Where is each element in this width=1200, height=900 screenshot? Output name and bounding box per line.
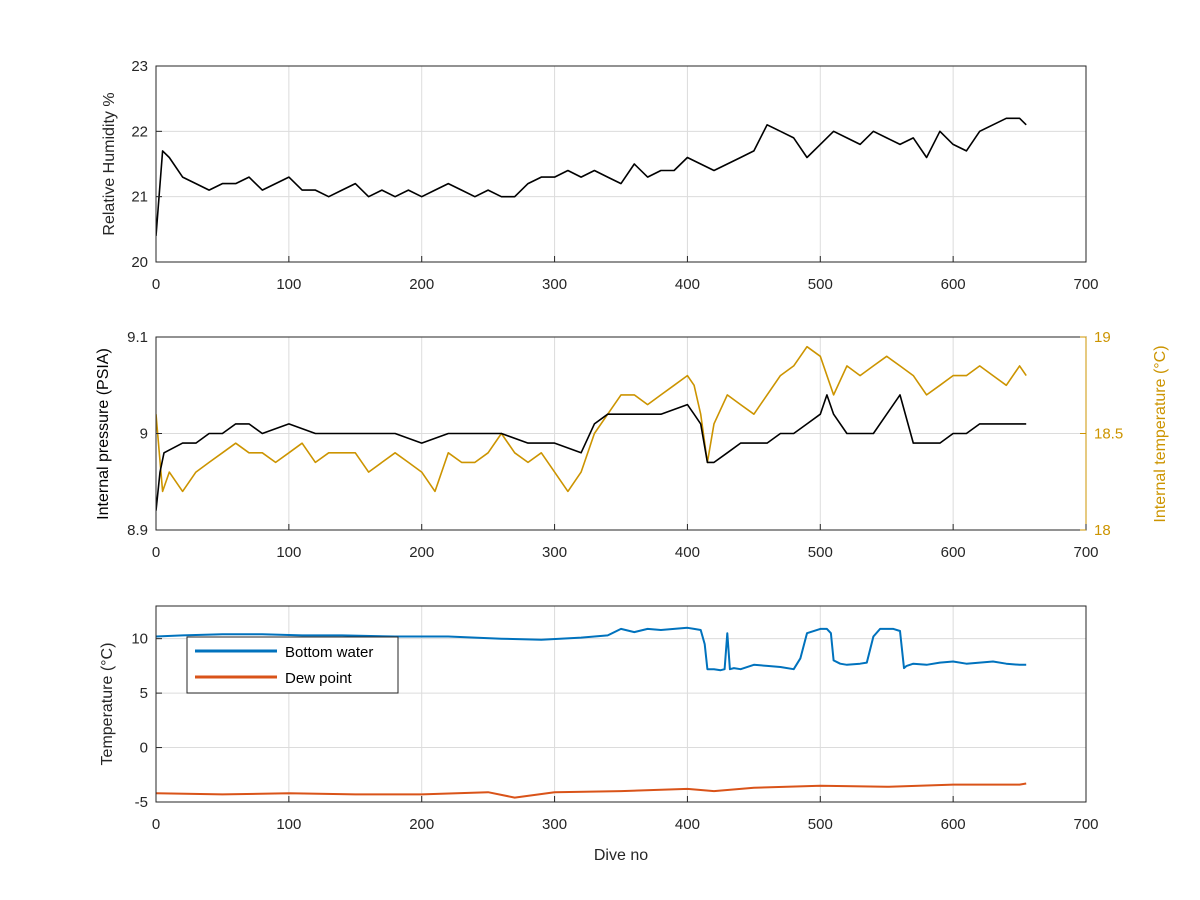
temperature-y-ticks: -5 0 5 10 [131,631,162,811]
x-tick-label: 400 [675,544,700,561]
pressure-temperature-series-group [156,345,1027,511]
series-line-dew-point [156,782,1027,799]
legend-box [186,636,399,694]
y-tick-label: 10 [131,631,148,648]
x-tick-label: 0 [152,544,160,561]
x-tick-label: 100 [276,276,301,293]
x-tick-label: 600 [941,544,966,561]
x-tick-label: 600 [941,276,966,293]
y-tick-label: 9 [140,426,148,443]
x-tick-label: 500 [808,816,833,833]
x-tick-label: 400 [675,816,700,833]
legend: Bottom water Dew point [186,636,399,694]
y-tick-label: 21 [131,189,148,206]
pressure-temperature-plot: 0 100 200 300 400 500 600 700 8.999.1 1818.519 … [95,329,1169,561]
legend-label-bottom-water: Bottom water [285,644,373,661]
series-line-bottom-water [156,626,1027,672]
rh-axes-box [155,65,1087,263]
y-tick-label: 20 [131,254,148,271]
x-tick-label: 0 [152,816,160,833]
y-tick-label: 8.9 [127,522,148,539]
series-line-rh [156,117,1027,236]
temperature-axes-box [155,605,1087,803]
rh-y-axis-label: Relative Humidity % [101,92,118,235]
temperature-series-group [156,626,1027,799]
y2-tick-label: 18 [1094,522,1111,539]
pressure-y-ticks: 8.9 9 9.1 [127,329,162,539]
rh-x-ticks: 0 100 200 300 400 500 600 700 [152,256,1099,293]
pressure-x-ticks: 0 100 200 300 400 500 600 700 [152,524,1099,561]
x-axis-label: Dive no [594,847,648,864]
legend-label-dew-point: Dew point [285,670,353,687]
series-line-pressure [156,394,1027,511]
temperature-y2-axis-label: Internal temperature (°C) [1152,345,1169,522]
x-tick-label: 300 [542,544,567,561]
x-tick-label: 700 [1073,276,1098,293]
x-tick-label: 400 [675,276,700,293]
x-tick-label: 500 [808,544,833,561]
pressure-y-axis-label: Internal pressure (PSIA) [95,348,112,520]
x-tick-label: 100 [276,544,301,561]
y2-tick-label: 19 [1094,329,1111,346]
x-tick-label: 200 [409,816,434,833]
y-tick-label: 9.1 [127,329,148,346]
temperature-y2-ticks: 18 18.5 19 [1080,329,1123,539]
x-tick-label: 700 [1073,816,1098,833]
y-tick-label: -5 [135,794,148,811]
y2-tick-label: 18.5 [1094,426,1123,443]
temperature-y-axis-label: Temperature (°C) [99,643,116,766]
x-tick-label: 0 [152,276,160,293]
y-tick-label: 22 [131,123,148,140]
x-tick-label: 600 [941,816,966,833]
y-tick-label: 23 [131,58,148,75]
y-tick-label: 5 [140,685,148,702]
series-line-temperature [156,345,1027,493]
x-tick-label: 100 [276,816,301,833]
x-tick-label: 500 [808,276,833,293]
x-tick-label: 300 [542,816,567,833]
rh-y-ticks: 20 21 22 23 [131,58,162,271]
x-tick-label: 200 [409,544,434,561]
x-tick-label: 700 [1073,544,1098,561]
x-tick-label: 300 [542,276,567,293]
x-tick-label: 200 [409,276,434,293]
rh-plot: 0 100 200 300 400 500 600 700 20 21 22 23 Relative… [101,58,1099,293]
y-tick-label: 0 [140,740,148,757]
rh-series-group [156,117,1027,236]
temperature-x-ticks: 0 100 200 300 400 500 600 700 [152,796,1099,833]
